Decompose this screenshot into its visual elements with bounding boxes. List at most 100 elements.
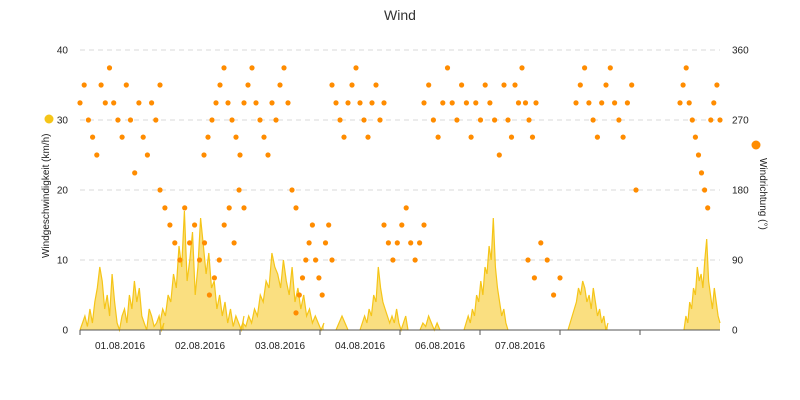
direction-point <box>435 134 441 140</box>
direction-point <box>426 82 432 88</box>
direction-point <box>245 82 251 88</box>
direction-point <box>237 152 243 158</box>
direction-point <box>501 82 507 88</box>
direction-point <box>221 222 227 228</box>
direction-point <box>680 82 686 88</box>
direction-point <box>257 117 263 123</box>
direction-point <box>624 100 631 106</box>
left-tick-label: 40 <box>57 46 69 57</box>
x-tick-label: 03.08.2016 <box>255 341 305 352</box>
direction-point <box>369 100 375 106</box>
speed-line <box>159 210 245 333</box>
direction-point <box>206 292 212 298</box>
direction-point <box>607 65 613 71</box>
direction-point <box>594 134 601 140</box>
direction-point <box>329 82 335 88</box>
speed-line <box>463 217 509 331</box>
direction-point <box>345 100 351 106</box>
speed-line <box>239 252 325 332</box>
direction-point <box>216 257 222 263</box>
direction-point <box>162 205 168 211</box>
direction-point <box>677 100 683 106</box>
direction-point <box>620 134 626 140</box>
x-tick-label: 06.08.2016 <box>415 341 465 352</box>
direction-point <box>698 170 705 176</box>
direction-point <box>586 100 592 106</box>
direction-point <box>205 134 211 140</box>
speed-area-series <box>79 210 721 333</box>
direction-point <box>381 100 387 106</box>
direction-point <box>421 100 427 106</box>
speed-line <box>335 314 349 331</box>
direction-point <box>241 100 247 106</box>
direction-point <box>590 117 596 123</box>
gridlines <box>80 49 720 261</box>
right-axis-ticks: 0 90 180 270 360 <box>732 46 749 337</box>
direction-point <box>473 100 479 106</box>
direction-point <box>390 257 396 263</box>
direction-point <box>533 100 539 106</box>
direction-point <box>144 152 150 158</box>
direction-point <box>313 257 319 263</box>
direction-point <box>119 134 125 140</box>
direction-point <box>296 292 302 298</box>
direction-point <box>167 222 173 228</box>
direction-point <box>361 117 367 123</box>
direction-point <box>153 117 159 123</box>
direction-point <box>94 152 100 158</box>
direction-point <box>399 222 405 228</box>
direction-point <box>551 292 557 298</box>
right-tick-label: 180 <box>732 186 749 197</box>
direction-point <box>349 82 355 88</box>
direction-point <box>705 205 711 211</box>
direction-point <box>140 134 146 140</box>
direction-point <box>692 134 699 140</box>
direction-point <box>77 100 83 106</box>
direction-point <box>326 222 332 228</box>
direction-point <box>582 65 588 71</box>
x-axis-ticks: 01.08.2016 02.08.2016 03.08.2016 04.08.2016… <box>79 330 641 352</box>
direction-point <box>686 100 692 106</box>
direction-point <box>306 240 312 246</box>
left-tick-label: 0 <box>62 326 68 337</box>
direction-point <box>421 222 427 228</box>
direction-point <box>463 100 469 106</box>
direction-point <box>157 82 163 88</box>
direction-point <box>273 117 279 123</box>
x-tick-label: 02.08.2016 <box>175 341 225 352</box>
direction-point <box>136 100 142 106</box>
direction-point <box>459 82 465 88</box>
direction-point <box>196 257 203 263</box>
direction-point <box>233 134 239 140</box>
direction-point <box>683 65 689 71</box>
direction-point <box>695 152 702 158</box>
direction-point <box>289 187 295 193</box>
direction-point <box>236 187 242 193</box>
direction-point <box>633 187 639 193</box>
direction-point <box>106 65 113 71</box>
direction-point <box>408 240 414 246</box>
direction-point <box>221 65 227 71</box>
direction-point <box>505 117 511 123</box>
direction-point <box>365 134 371 140</box>
direction-point <box>477 117 484 123</box>
direction-point <box>241 205 247 211</box>
direction-point <box>381 222 387 228</box>
speed-area <box>80 267 164 330</box>
direction-point <box>612 100 618 106</box>
direction-point <box>522 100 529 106</box>
direction-point <box>702 187 708 193</box>
direction-point <box>226 205 232 211</box>
direction-point <box>132 170 138 176</box>
direction-point <box>261 134 267 140</box>
speed-area <box>160 211 244 330</box>
direction-point <box>468 134 474 140</box>
direction-point <box>573 100 579 106</box>
left-tick-label: 30 <box>57 116 69 127</box>
speed-line <box>419 314 441 332</box>
direction-point <box>303 257 309 263</box>
x-tick-label: 04.08.2016 <box>335 341 385 352</box>
direction-point <box>531 275 538 281</box>
speed-area <box>336 316 348 330</box>
direction-point <box>341 134 347 140</box>
